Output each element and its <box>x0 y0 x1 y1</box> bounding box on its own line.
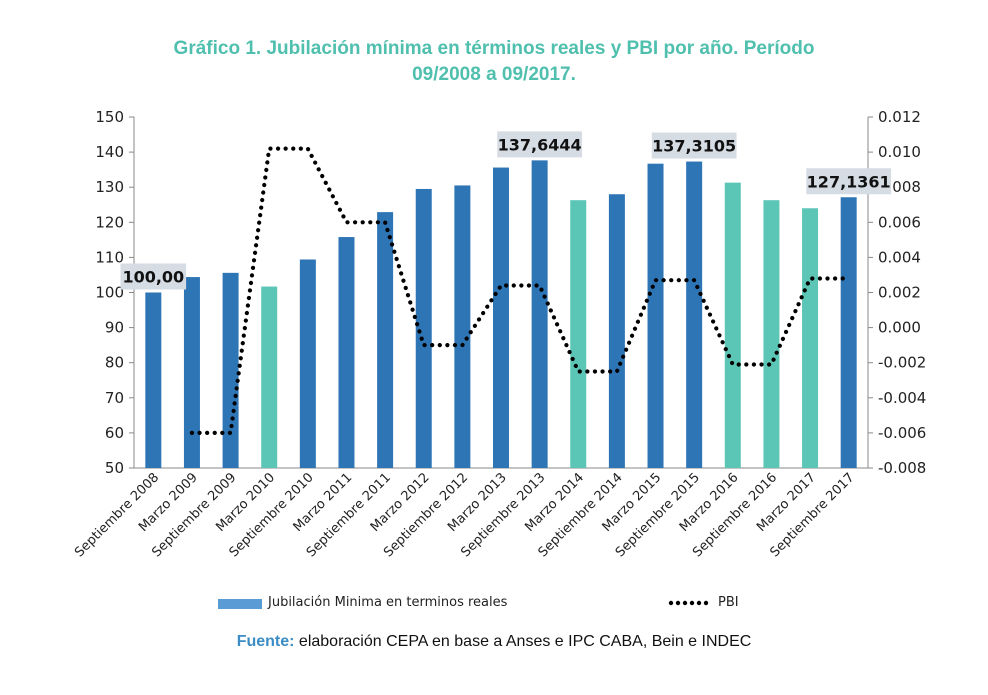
source-text: elaboración CEPA en base a Anses e IPC C… <box>294 633 752 650</box>
chart-legend: Jubilación Minima en terminos reales PBI <box>0 594 988 616</box>
chart-title: Gráfico 1. Jubilación mínima en términos… <box>0 36 988 88</box>
right-tick-label: 0.002 <box>878 284 921 302</box>
bar <box>145 292 162 468</box>
right-tick-label: -0.008 <box>878 459 926 477</box>
legend-dots-swatch <box>668 600 709 606</box>
bar <box>608 194 625 468</box>
left-tick-label: 120 <box>95 213 124 231</box>
bar <box>415 188 432 468</box>
right-tick-label: 0.000 <box>878 319 921 337</box>
bar <box>840 197 857 468</box>
left-tick-label: 110 <box>95 248 124 266</box>
bar <box>454 185 471 468</box>
callout-box <box>806 168 892 195</box>
chart-title-line2: 09/2008 a 09/2017. <box>412 64 576 85</box>
right-tick-label: 0.010 <box>878 143 921 161</box>
bar <box>763 200 780 468</box>
right-tick-label: 0.004 <box>878 248 921 266</box>
right-tick-label: 0.012 <box>878 108 921 126</box>
left-tick-label: 100 <box>95 284 124 302</box>
left-tick-label: 70 <box>105 389 124 407</box>
value-callout: 137,3105 <box>651 132 737 159</box>
left-tick-label: 130 <box>95 178 124 196</box>
source-label: Fuente: <box>236 633 295 650</box>
callout-box <box>120 263 187 290</box>
bar <box>222 272 239 468</box>
value-callout: 100,00 <box>120 263 187 290</box>
bar <box>261 286 278 468</box>
bar <box>531 160 548 468</box>
left-tick-label: 50 <box>105 459 124 477</box>
bar <box>724 182 741 468</box>
left-tick-label: 150 <box>95 108 124 126</box>
bar <box>183 277 200 468</box>
value-callout: 127,1361 <box>806 168 892 195</box>
callout-label: 137,3105 <box>652 137 736 156</box>
right-tick-label: 0.006 <box>878 213 921 231</box>
bar <box>299 259 316 468</box>
pbi-line-series <box>189 146 851 435</box>
left-tick-label: 60 <box>105 424 124 442</box>
bar <box>802 208 819 468</box>
source-note: Fuente: elaboración CEPA en base a Anses… <box>0 633 988 651</box>
callout-box <box>651 132 737 159</box>
bar <box>686 161 703 468</box>
right-tick-label: -0.002 <box>878 354 926 372</box>
callout-label: 137,6444 <box>498 135 582 154</box>
left-tick-label: 90 <box>105 319 124 337</box>
chart-axes: 50 60 70 80 90 100 110 120 130 140 150 -0.008 -0.006… <box>95 108 926 477</box>
bar <box>377 212 394 468</box>
bar <box>570 200 587 468</box>
value-annotations: 100,00 137,6444 137,3105 127,1361 <box>120 131 892 290</box>
left-tick-label: 140 <box>95 143 124 161</box>
chart-title-line1: Gráfico 1. Jubilación mínima en términos… <box>173 38 815 59</box>
legend-line-label: PBI <box>718 595 739 610</box>
callout-label: 100,00 <box>122 268 184 287</box>
chart-canvas: 50 60 70 80 90 100 110 120 130 140 150 -0.008 -0.006… <box>72 108 926 560</box>
left-tick-label: 80 <box>105 354 124 372</box>
value-callout: 137,6444 <box>497 131 583 158</box>
bar <box>338 237 355 468</box>
right-tick-label: -0.004 <box>878 389 926 407</box>
callout-box <box>497 131 583 158</box>
bar-series <box>145 160 857 469</box>
right-tick-label: -0.006 <box>878 424 926 442</box>
legend-bar-label: Jubilación Minima en terminos reales <box>268 595 508 610</box>
bar <box>647 163 664 469</box>
legend-bar-swatch <box>218 599 262 609</box>
pbi-line <box>189 146 851 435</box>
bar <box>493 167 509 468</box>
callout-label: 127,1361 <box>807 172 891 191</box>
